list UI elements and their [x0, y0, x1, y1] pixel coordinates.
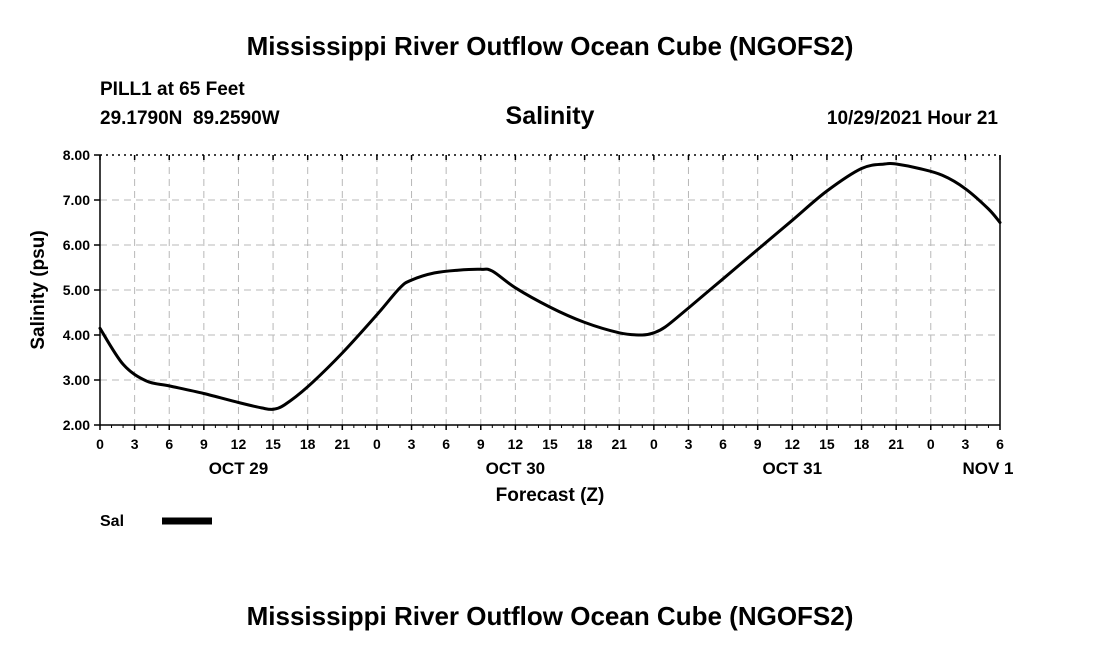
y-axis-label: Salinity (psu)	[28, 230, 49, 349]
series-line-sal	[98, 161, 1002, 411]
x-tick-label: 6	[719, 436, 727, 452]
x-tick-label: 0	[650, 436, 658, 452]
timestamp-label: 10/29/2021 Hour 21	[827, 108, 999, 129]
x-axis: 0 3 6 9 12 15 18 21 0 3 6 9 12 15 18 21 0 3 6 9 12 15 18 21 0 3 6 O…	[96, 155, 1014, 478]
y-axis: 2.00 3.00 4.00 5.00 6.00 7.00 8.00	[63, 147, 100, 433]
y-tick-label: 8.00	[63, 147, 90, 163]
day-label: OCT 29	[209, 459, 269, 478]
x-tick-label: 12	[785, 436, 801, 452]
station-label: PILL1 at 65 Feet	[100, 79, 245, 100]
day-label: OCT 30	[486, 459, 546, 478]
day-label: NOV 1	[962, 459, 1013, 478]
chart-subtitle: Salinity	[506, 102, 595, 130]
x-tick-label: 6	[165, 436, 173, 452]
x-tick-label: 6	[996, 436, 1004, 452]
chart-title-repeat: Mississippi River Outflow Ocean Cube (NG…	[247, 601, 854, 631]
x-tick-label: 0	[373, 436, 381, 452]
y-tick-label: 4.00	[63, 327, 90, 343]
y-tick-label: 6.00	[63, 237, 90, 253]
x-tick-label: 15	[819, 436, 835, 452]
x-tick-label: 3	[961, 436, 969, 452]
legend: Sal	[100, 513, 212, 530]
x-tick-label: 18	[300, 436, 316, 452]
y-tick-label: 7.00	[63, 192, 90, 208]
x-tick-label: 18	[854, 436, 870, 452]
x-tick-label: 9	[200, 436, 208, 452]
x-tick-label: 21	[611, 436, 627, 452]
grid-lines	[100, 155, 1000, 425]
x-tick-label: 15	[265, 436, 281, 452]
series-layer	[98, 161, 1002, 411]
x-tick-label: 3	[408, 436, 416, 452]
x-tick-label: 0	[96, 436, 104, 452]
x-tick-label: 0	[927, 436, 935, 452]
y-tick-label: 2.00	[63, 417, 90, 433]
x-tick-label: 12	[508, 436, 524, 452]
x-tick-label: 21	[888, 436, 904, 452]
coordinates-label: 29.1790N 89.2590W	[100, 108, 280, 129]
y-tick-label: 5.00	[63, 282, 90, 298]
x-tick-label: 6	[442, 436, 450, 452]
x-tick-label: 15	[542, 436, 558, 452]
x-tick-label: 9	[477, 436, 485, 452]
legend-label-sal: Sal	[100, 513, 124, 530]
x-tick-label: 3	[131, 436, 139, 452]
x-tick-label: 12	[231, 436, 247, 452]
chart-title: Mississippi River Outflow Ocean Cube (NG…	[247, 31, 854, 61]
x-tick-label: 3	[685, 436, 693, 452]
x-tick-label: 9	[754, 436, 762, 452]
x-tick-label: 18	[577, 436, 593, 452]
y-tick-label: 3.00	[63, 372, 90, 388]
day-label: OCT 31	[763, 459, 823, 478]
x-tick-label: 21	[335, 436, 351, 452]
x-axis-label: Forecast (Z)	[496, 485, 605, 506]
